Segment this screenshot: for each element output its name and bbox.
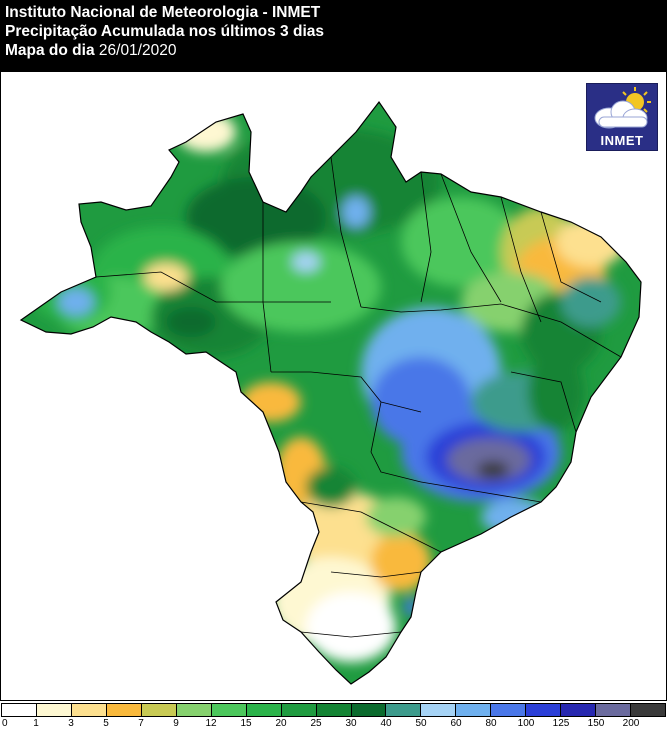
legend-label: 5 [103, 718, 109, 729]
sun-icon [622, 87, 651, 113]
legend-label: 0 [2, 718, 8, 729]
legend-label: 60 [450, 718, 462, 729]
legend-swatch [456, 704, 492, 716]
legend-label: 3 [68, 718, 74, 729]
legend-swatch [561, 704, 597, 716]
legend-swatch [631, 704, 666, 716]
state-borders [95, 156, 622, 638]
legend-label: 9 [173, 718, 179, 729]
legend-label: 30 [345, 718, 357, 729]
legend-label: 200 [622, 718, 640, 729]
legend-swatch [176, 704, 212, 716]
legend-label: 150 [587, 718, 605, 729]
map-subtitle: Precipitação Acumulada nos últimos 3 dia… [5, 23, 324, 40]
legend-swatch [596, 704, 632, 716]
legend-swatch [141, 704, 177, 716]
legend-swatch [36, 704, 72, 716]
legend-label: 40 [380, 718, 392, 729]
legend-swatch [316, 704, 352, 716]
brazil-map-svg [19, 100, 642, 685]
cloud-sun-icon [594, 87, 651, 129]
legend-label: 15 [240, 718, 252, 729]
inmet-logo: INMET [586, 83, 658, 151]
legend-label: 125 [552, 718, 570, 729]
legend-labels: 0 1 3 5 7 9 12 15 20 25 30 40 50 60 80 100 125 150 200 [0, 718, 667, 730]
legend-swatch [71, 704, 107, 716]
legend-label: 100 [517, 718, 535, 729]
legend-swatch [281, 704, 317, 716]
legend-swatch [526, 704, 562, 716]
cloud-icon [594, 100, 648, 129]
legend-label: 80 [485, 718, 497, 729]
precipitation-map [0, 72, 667, 700]
institute-title: Instituto Nacional de Meteorologia - INM… [5, 4, 321, 21]
legend-swatch [351, 704, 387, 716]
legend-label: 12 [205, 718, 217, 729]
precipitation-legend: 0 1 3 5 7 9 12 15 20 25 30 40 50 60 80 100 125 150 200 [0, 700, 667, 730]
legend-label: 25 [310, 718, 322, 729]
logo-label: INMET [600, 133, 644, 148]
legend-swatch [106, 704, 142, 716]
legend-color-bar [1, 703, 666, 717]
map-header: Instituto Nacional de Meteorologia - INM… [0, 0, 667, 72]
legend-swatch [386, 704, 422, 716]
legend-swatch [246, 704, 282, 716]
legend-swatch [2, 704, 37, 716]
legend-swatch [491, 704, 527, 716]
legend-label: 20 [275, 718, 287, 729]
map-date-prefix: Mapa do dia [5, 42, 95, 59]
map-date: 26/01/2020 [98, 42, 177, 59]
legend-swatch [421, 704, 457, 716]
legend-label: 7 [138, 718, 144, 729]
country-border [19, 100, 642, 685]
legend-swatch [211, 704, 247, 716]
legend-label: 1 [33, 718, 39, 729]
legend-label: 50 [415, 718, 427, 729]
precipitation-field [21, 102, 641, 684]
map-date-line: Mapa do dia 26/01/2020 [5, 41, 667, 60]
